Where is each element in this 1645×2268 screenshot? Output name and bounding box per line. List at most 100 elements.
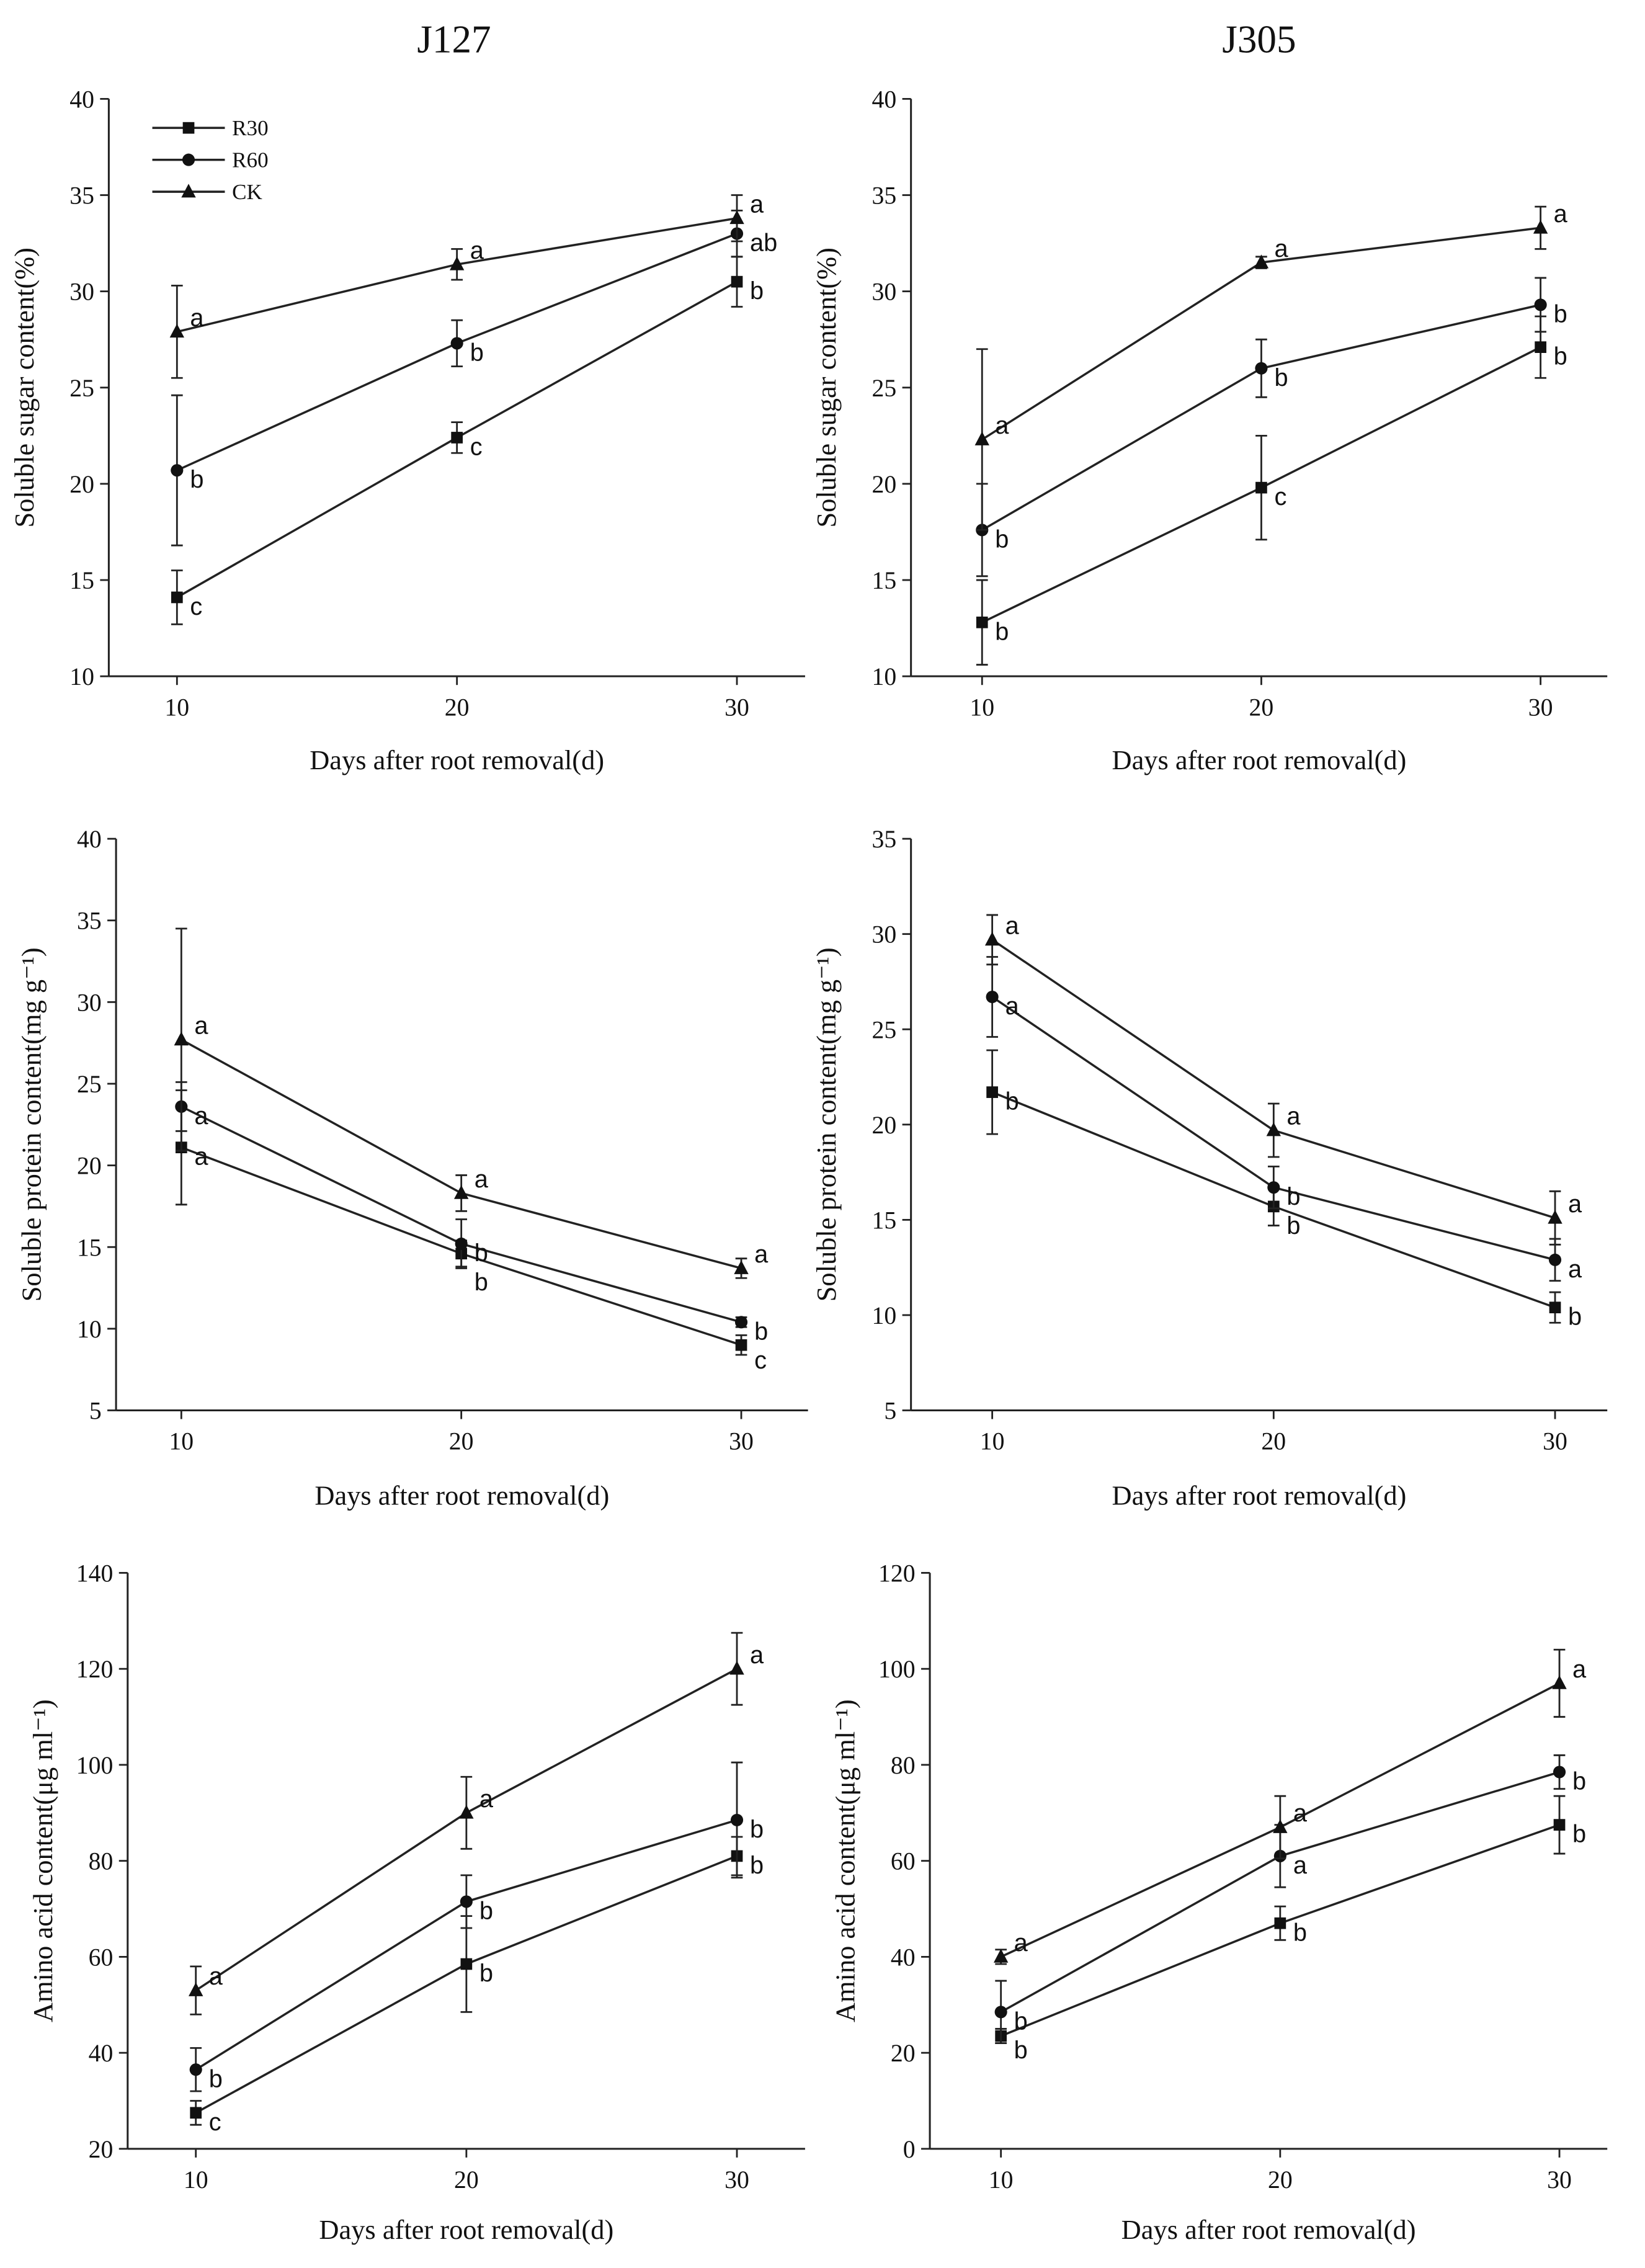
significance-letter: b: [475, 1269, 488, 1296]
y-tick-label: 15: [872, 1207, 897, 1234]
significance-letter: b: [1274, 364, 1288, 391]
significance-letter: b: [1293, 1919, 1307, 1946]
data-point-circle: [460, 1895, 473, 1908]
y-tick-label: 30: [69, 279, 94, 306]
x-tick-label: 30: [724, 2166, 749, 2194]
y-tick-label: 40: [69, 86, 94, 113]
x-tick-label: 20: [1249, 694, 1274, 721]
data-point-triangle: [174, 1032, 189, 1046]
y-tick-label: 10: [872, 1302, 897, 1329]
significance-letter: a: [194, 1102, 208, 1130]
data-point-circle: [1267, 1181, 1280, 1194]
data-point-square: [1549, 1301, 1561, 1314]
y-tick-label: 25: [872, 375, 897, 402]
significance-letter: b: [190, 466, 203, 493]
data-point-triangle: [1254, 254, 1269, 269]
y-axis-label: Amino acid content(μg ml⁻¹): [829, 1699, 860, 2022]
significance-letter: b: [1286, 1183, 1300, 1210]
x-tick-label: 10: [164, 694, 189, 721]
series-r30: c c b: [171, 256, 764, 625]
significance-letter: b: [479, 1897, 493, 1924]
data-point-triangle: [453, 1185, 469, 1199]
y-tick-label: 30: [77, 989, 102, 1016]
data-point-circle: [450, 337, 463, 350]
data-point-triangle: [1548, 1210, 1563, 1224]
x-tick-label: 10: [184, 2166, 208, 2194]
y-tick-label: 5: [89, 1398, 102, 1425]
data-point-triangle: [729, 1661, 744, 1675]
legend-marker-triangle: [181, 184, 196, 198]
significance-letter: a: [194, 1143, 208, 1171]
series-r30: bbb: [995, 1795, 1586, 2064]
x-tick-label: 10: [980, 1428, 1005, 1455]
x-axis-label: Days after root removal(d): [1112, 744, 1406, 775]
x-axis-label: Days after root removal(d): [1112, 1480, 1406, 1511]
significance-letter: a: [1293, 1800, 1308, 1827]
significance-letter: a: [1014, 1929, 1028, 1957]
data-point-triangle: [1266, 1122, 1282, 1136]
significance-letter: a: [754, 1241, 769, 1268]
data-point-circle: [1553, 1766, 1566, 1779]
significance-letter: b: [750, 1852, 764, 1879]
data-point-triangle: [449, 256, 465, 270]
data-point-triangle: [1273, 1819, 1288, 1833]
significance-letter: b: [1286, 1212, 1300, 1239]
data-point-circle: [171, 464, 184, 477]
legend-marker-circle: [182, 153, 195, 166]
data-point-circle: [455, 1237, 468, 1251]
significance-letter: a: [1274, 235, 1288, 262]
data-point-triangle: [974, 431, 989, 445]
column-title-j127: J127: [417, 18, 491, 61]
legend-label-ck: CK: [232, 180, 262, 204]
significance-letter: b: [750, 1816, 764, 1843]
chart-panel-4: 5 10 15 20 25 30 35 10 20 30 Days after root remov…: [811, 826, 1608, 1511]
data-point-square: [976, 616, 988, 628]
x-tick-label: 30: [1528, 694, 1553, 721]
significance-letter: a: [1554, 200, 1568, 228]
data-point-square: [986, 1086, 998, 1098]
data-point-triangle: [1533, 220, 1548, 234]
data-point-square: [1553, 1819, 1566, 1831]
x-tick-label: 20: [445, 694, 470, 721]
y-tick-label: 35: [872, 826, 897, 853]
y-tick-label: 25: [872, 1016, 897, 1043]
data-point-circle: [730, 1813, 744, 1826]
x-tick-label: 20: [454, 2166, 479, 2194]
significance-letter: a: [470, 237, 484, 264]
significance-letter: b: [1014, 2007, 1028, 2035]
significance-letter: b: [209, 2065, 223, 2092]
data-point-circle: [1534, 298, 1547, 311]
x-axis-label: Days after root removal(d): [1121, 2214, 1416, 2245]
y-tick-label: 10: [69, 663, 94, 690]
y-tick-label: 20: [891, 2040, 916, 2067]
significance-letter: b: [1568, 1303, 1582, 1331]
significance-letter: c: [754, 1347, 767, 1374]
data-point-square: [460, 1958, 473, 1970]
x-tick-label: 30: [1547, 2166, 1572, 2194]
data-point-circle: [1255, 362, 1268, 375]
chart-panel-3: 5 10 15 20 25 30 35 40 10 20 30 Days after root rem…: [16, 826, 808, 1511]
significance-letter: b: [1554, 300, 1567, 328]
y-tick-label: 40: [89, 2040, 114, 2067]
significance-letter: b: [470, 339, 484, 366]
y-axis-label: Soluble protein content(mg g⁻¹): [16, 947, 47, 1301]
x-tick-label: 30: [1543, 1428, 1567, 1455]
y-tick-label: 20: [89, 2136, 114, 2163]
chart-panel-6: 0 20 40 60 80 100 120 10 20 30 Days after root rem…: [829, 1560, 1608, 2245]
data-point-circle: [1548, 1253, 1562, 1266]
y-tick-label: 35: [872, 182, 897, 210]
y-axis-label: Soluble sugar content(%): [811, 248, 842, 528]
data-point-triangle: [993, 1949, 1009, 1963]
y-tick-label: 15: [872, 567, 897, 594]
x-axis-label: Days after root removal(d): [319, 2214, 613, 2245]
y-tick-label: 30: [872, 279, 897, 306]
data-point-square: [1274, 1917, 1286, 1929]
y-tick-label: 60: [891, 1848, 916, 1875]
significance-letter: b: [1554, 343, 1567, 370]
y-tick-label: 80: [891, 1752, 916, 1779]
x-tick-label: 20: [1261, 1428, 1286, 1455]
x-tick-label: 30: [729, 1428, 754, 1455]
data-point-triangle: [189, 1982, 203, 1996]
x-axis-label: Days after root removal(d): [314, 1480, 609, 1511]
